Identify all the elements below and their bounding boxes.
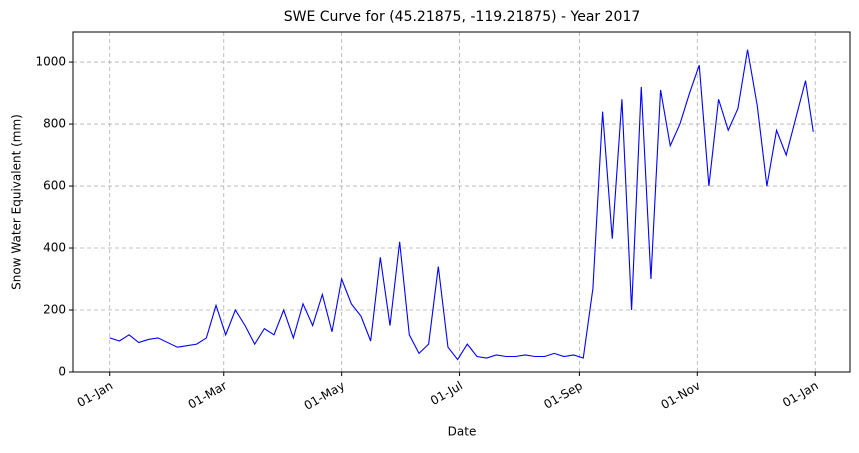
x-tick-label: 01-Jan <box>75 378 116 410</box>
y-tick-label: 200 <box>43 303 66 317</box>
y-tick-label: 800 <box>43 117 66 131</box>
x-tick-label: 01-Sep <box>541 378 585 411</box>
line <box>109 49 814 361</box>
x-tick-label: 01-May <box>302 378 347 412</box>
x-tick-label: 01-Jul <box>428 378 465 407</box>
chart-title: SWE Curve for (45.21875, -119.21875) - Y… <box>284 9 641 25</box>
y-axis-label: Snow Water Equivalent (mm) <box>10 114 24 290</box>
y-tick-label: 400 <box>43 241 66 255</box>
x-tick-label: 01-Mar <box>186 378 230 411</box>
y-tick-label: 1000 <box>35 55 66 69</box>
x-axis-label: Date <box>448 425 477 439</box>
y-tick-label: 600 <box>43 179 66 193</box>
x-tick-label: 01-Jan <box>780 378 821 410</box>
y-tick-label: 0 <box>58 365 66 379</box>
x-tick-label: 01-Nov <box>659 378 703 412</box>
plot-frame <box>72 31 851 373</box>
